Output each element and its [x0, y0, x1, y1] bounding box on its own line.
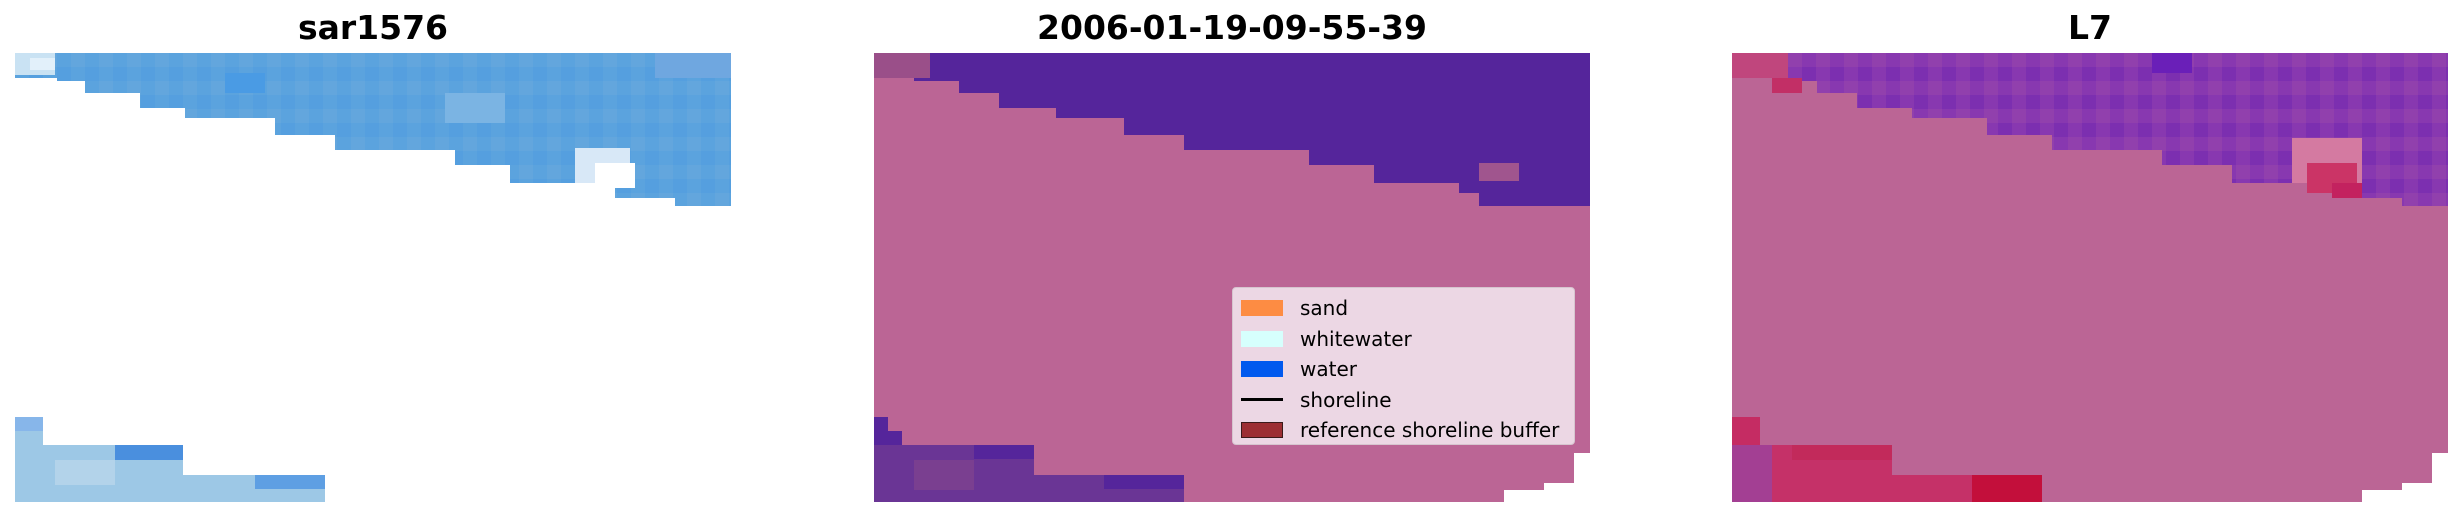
buffer-swatch: [1241, 422, 1283, 439]
whitewater-swatch: [1241, 330, 1283, 347]
legend-item-reference-shoreline-buffer: reference shoreline buffer: [1241, 415, 1574, 446]
legend-label: whitewater: [1300, 326, 1412, 351]
panel-title-rgb: sar1576: [297, 8, 449, 47]
legend-label: reference shoreline buffer: [1300, 418, 1560, 443]
legend-label: shoreline: [1300, 387, 1392, 412]
rgb-image: [15, 53, 731, 502]
legend-item-sand: sand: [1241, 293, 1574, 324]
shoreline-line-swatch: [1241, 398, 1283, 402]
legend-item-whitewater: whitewater: [1241, 324, 1574, 355]
water-swatch: [1241, 361, 1283, 378]
false-color-image: [1732, 53, 2448, 502]
sand-swatch: [1241, 300, 1283, 317]
panel-title-false-color: L7: [2068, 8, 2112, 47]
legend-label: sand: [1300, 296, 1349, 321]
false-color-image-panel: [1732, 53, 2448, 502]
rgb-image-panel: [15, 53, 731, 502]
legend-label: water: [1300, 357, 1357, 382]
panel-title-classification: 2006-01-19-09-55-39: [1037, 8, 1427, 47]
legend-item-water: water: [1241, 354, 1574, 385]
legend-item-shoreline: shoreline: [1241, 385, 1574, 416]
legend: sand whitewater water shoreline referenc…: [1232, 287, 1575, 445]
